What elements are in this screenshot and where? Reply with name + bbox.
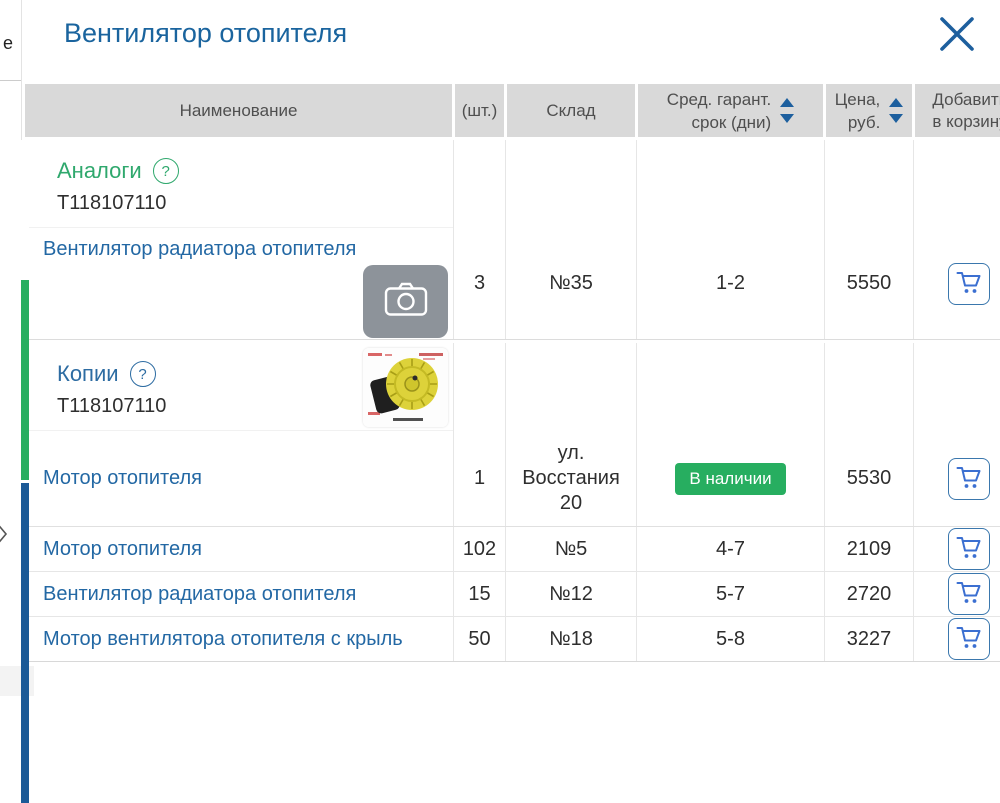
sort-desc-icon[interactable] <box>889 114 904 123</box>
cart-icon <box>955 535 982 563</box>
sort-asc-icon[interactable] <box>889 98 904 107</box>
page-title: Вентилятор отопителя <box>64 18 348 48</box>
copies-group-bar <box>21 483 29 803</box>
column-header-price: Цена, руб. <box>826 84 912 137</box>
qty-value: 102 <box>453 527 505 571</box>
sort-asc-icon[interactable] <box>780 98 795 107</box>
help-icon[interactable]: ? <box>152 158 179 184</box>
add-to-cart-button[interactable] <box>947 457 990 500</box>
cart-icon <box>955 270 982 298</box>
product-link[interactable]: Мотор отопителя <box>43 537 202 560</box>
camera-icon <box>384 280 428 323</box>
column-header-qty: (шт.) <box>455 84 504 137</box>
table-row: Вентилятор радиатора отопителя 3 №35 1-2… <box>21 228 1000 340</box>
warehouse-value: ул. Восстания 20 <box>522 442 620 514</box>
qty-value: 3 <box>453 228 505 339</box>
modal-left-border <box>21 0 22 140</box>
group-label-copies: Копии <box>57 361 119 386</box>
analogs-group-bar <box>21 280 29 480</box>
article-number: Т118107110 <box>57 395 167 417</box>
term-value: 5-7 <box>636 572 824 616</box>
table-row: Мотор отопителя 102 №5 4-7 2109 <box>21 527 1000 572</box>
table-row: Копии ? Т118107110 <box>21 343 1000 431</box>
table-row: Вентилятор радиатора отопителя 15 №12 5-… <box>21 572 1000 617</box>
article-number: Т118107110 <box>57 192 167 214</box>
chevron-right-icon <box>0 516 9 557</box>
price-value: 2109 <box>824 527 913 571</box>
term-value: 5-8 <box>636 617 824 661</box>
add-to-cart-button[interactable] <box>947 262 990 305</box>
table-row: Мотор отопителя 1 ул. Восстания 20 В нал… <box>21 431 1000 527</box>
add-to-cart-button[interactable] <box>947 618 990 660</box>
close-button[interactable] <box>930 8 984 62</box>
warehouse-value: №12 <box>505 572 636 616</box>
background-divider <box>0 80 21 81</box>
product-link[interactable]: Вентилятор радиатора отопителя <box>43 238 357 260</box>
background-page-text: e <box>3 33 14 53</box>
table-header: Наименование (шт.) Склад Сред. гарант. с… <box>25 84 1000 137</box>
price-value: 5550 <box>824 228 913 339</box>
qty-value: 1 <box>453 431 505 526</box>
product-link[interactable]: Мотор отопителя <box>43 467 202 489</box>
add-to-cart-button[interactable] <box>947 573 990 615</box>
qty-value: 50 <box>453 617 505 661</box>
term-value: 4-7 <box>636 527 824 571</box>
term-value: 1-2 <box>636 228 824 339</box>
help-icon[interactable]: ? <box>129 361 156 387</box>
availability-badge: В наличии <box>675 462 786 495</box>
warehouse-value: №18 <box>505 617 636 661</box>
no-photo-placeholder <box>363 265 448 338</box>
column-header-name: Наименование <box>25 84 452 137</box>
table-row: Мотор вентилятора отопителя с крыль 50 №… <box>21 617 1000 662</box>
column-header-warehouse: Склад <box>507 84 635 137</box>
product-link[interactable]: Вентилятор радиатора отопителя <box>43 582 357 605</box>
product-link[interactable]: Мотор вентилятора отопителя с крыль <box>43 627 403 650</box>
price-value: 5530 <box>824 431 913 526</box>
cart-icon <box>955 465 982 493</box>
sort-desc-icon[interactable] <box>780 114 795 123</box>
close-icon <box>934 11 980 60</box>
qty-value: 15 <box>453 572 505 616</box>
warehouse-value: №5 <box>505 527 636 571</box>
cart-icon <box>955 625 982 653</box>
group-label-analogs: Аналоги <box>57 158 142 183</box>
warehouse-value: №35 <box>505 228 636 339</box>
column-header-term: Сред. гарант. срок (дни) <box>638 84 823 137</box>
column-header-cart: Добавить в корзину <box>915 84 1000 137</box>
product-image[interactable] <box>363 348 448 427</box>
price-value: 2720 <box>824 572 913 616</box>
table-body: Аналоги ? Т118107110 Вентилятор радиатор… <box>21 140 1000 803</box>
cart-icon <box>955 580 982 608</box>
price-value: 3227 <box>824 617 913 661</box>
add-to-cart-button[interactable] <box>947 528 990 570</box>
table-row: Аналоги ? Т118107110 <box>21 140 1000 228</box>
